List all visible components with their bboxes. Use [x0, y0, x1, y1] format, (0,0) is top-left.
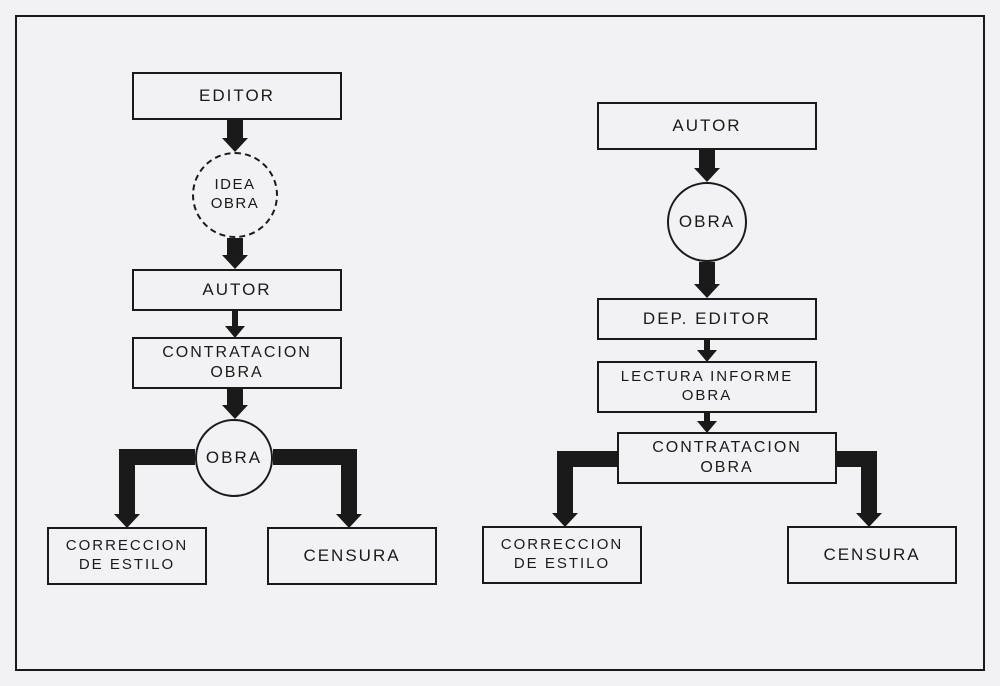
node-censura-right: CENSURA: [787, 526, 957, 584]
edge-branch-censura: [341, 449, 357, 514]
edge-branch-correccion-r: [557, 451, 573, 513]
arrowhead: [694, 284, 720, 298]
node-censura-left: CENSURA: [267, 527, 437, 585]
label-lectura: LECTURA INFORME OBRA: [621, 368, 794, 406]
edge-branch-censura-r: [861, 451, 877, 513]
edge-editor-idea: [227, 120, 243, 138]
label-autor-right: AUTOR: [672, 115, 741, 136]
arrowhead: [222, 255, 248, 269]
node-obra-right: OBRA: [667, 182, 747, 262]
node-contratacion-left: CONTRATACION OBRA: [132, 337, 342, 389]
node-correccion-left: CORRECCION DE ESTILO: [47, 527, 207, 585]
arrowhead: [222, 138, 248, 152]
label-contratacion-left: CONTRATACION OBRA: [162, 343, 312, 383]
node-dep-editor: DEP. EDITOR: [597, 298, 817, 340]
label-censura-left: CENSURA: [303, 545, 400, 566]
diagram-frame: EDITOR IDEA OBRA AUTOR CONTRATACION OBRA…: [15, 15, 985, 671]
label-editor: EDITOR: [199, 85, 275, 106]
label-obra-right: OBRA: [679, 211, 735, 232]
node-obra-left: OBRA: [195, 419, 273, 497]
node-contratacion-right: CONTRATACION OBRA: [617, 432, 837, 484]
node-editor: EDITOR: [132, 72, 342, 120]
label-contratacion-right: CONTRATACION OBRA: [652, 438, 802, 478]
label-censura-right: CENSURA: [823, 544, 920, 565]
edge-lectura-cont: [704, 413, 710, 421]
edge-idea-autor: [227, 238, 243, 255]
arrowhead: [856, 513, 882, 527]
node-autor-left: AUTOR: [132, 269, 342, 311]
label-autor-left: AUTOR: [202, 279, 271, 300]
label-obra-left: OBRA: [206, 447, 262, 468]
arrowhead: [552, 513, 578, 527]
edge-contratacion-obra: [227, 389, 243, 405]
edge-autor-obra-r: [699, 150, 715, 168]
label-correccion-left: CORRECCION DE ESTILO: [66, 537, 189, 575]
arrowhead: [222, 405, 248, 419]
label-dep-editor: DEP. EDITOR: [643, 308, 771, 329]
node-lectura: LECTURA INFORME OBRA: [597, 361, 817, 413]
edge-branch-correccion: [119, 449, 135, 514]
page: EDITOR IDEA OBRA AUTOR CONTRATACION OBRA…: [0, 0, 1000, 686]
node-idea-obra: IDEA OBRA: [192, 152, 278, 238]
node-correccion-right: CORRECCION DE ESTILO: [482, 526, 642, 584]
edge-autor-contratacion: [232, 311, 238, 326]
arrowhead: [114, 514, 140, 528]
node-autor-right: AUTOR: [597, 102, 817, 150]
arrowhead: [694, 168, 720, 182]
label-idea-obra: IDEA OBRA: [211, 176, 260, 214]
label-correccion-right: CORRECCION DE ESTILO: [501, 536, 624, 574]
edge-obra-dep: [699, 262, 715, 284]
edge-dep-lectura: [704, 340, 710, 350]
arrowhead: [336, 514, 362, 528]
